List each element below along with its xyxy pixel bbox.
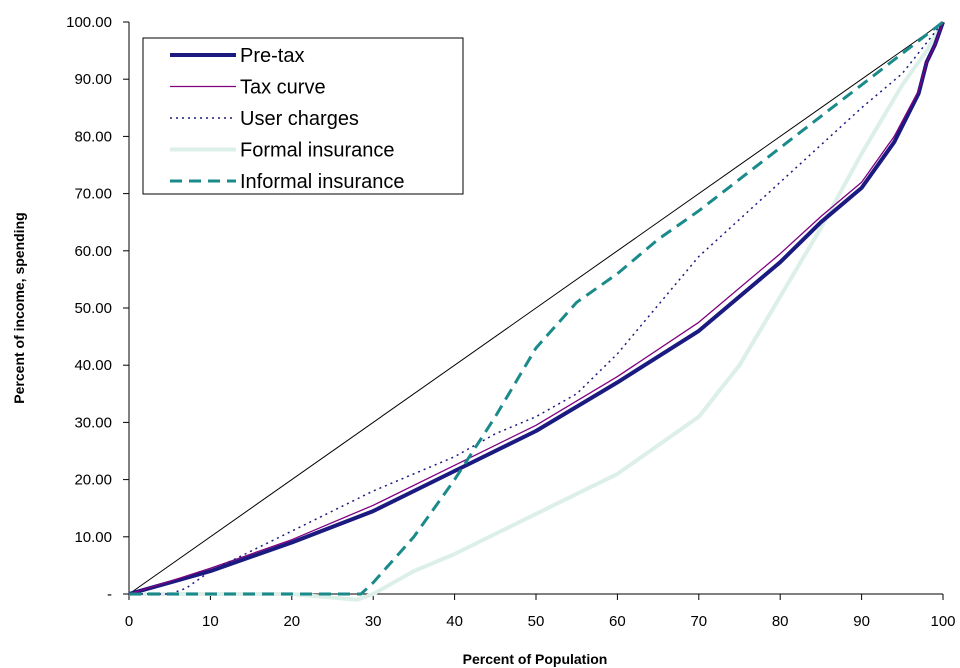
- y-tick-label: 70.00: [74, 186, 112, 203]
- x-tick-label: 100: [930, 613, 955, 630]
- y-axis-ticks: - 10.00 20.00 30.00 40.00 50.00 60.00 70.00 80.0…: [66, 14, 129, 603]
- x-tick-label: 10: [202, 613, 219, 630]
- series-line-formal-insurance: [129, 21, 945, 602]
- y-tick-label: 40.00: [74, 357, 112, 374]
- series-line-user-charges: [129, 21, 944, 595]
- y-tick-label: -: [107, 586, 112, 603]
- y-tick-label: 90.00: [74, 71, 112, 88]
- y-tick-label: 100.00: [66, 14, 112, 31]
- legend-label: Informal insurance: [240, 171, 405, 193]
- legend-box: [142, 37, 464, 195]
- series-line-tax-curve: [128, 21, 944, 595]
- x-tick-label: 40: [446, 613, 463, 630]
- x-tick-label: 0: [125, 613, 133, 630]
- x-tick-label: 90: [853, 613, 870, 630]
- y-tick-label: 50.00: [74, 300, 112, 317]
- legend: Pre-tax Tax curve User charges Formal insur…: [142, 37, 464, 195]
- legend-label: Formal insurance: [240, 140, 395, 162]
- x-tick-label: 60: [609, 613, 626, 630]
- equality-line: [128, 21, 944, 595]
- series-line-informal-insurance: [129, 20, 944, 596]
- x-tick-label: 50: [528, 613, 545, 630]
- x-axis-ticks: 0 10 20 30 40 50 60 70 80 90 100: [125, 594, 956, 630]
- y-tick-label: 80.00: [74, 128, 112, 145]
- y-tick-label: 20.00: [74, 472, 112, 489]
- series-layer: [128, 20, 945, 602]
- x-tick-label: 20: [283, 613, 300, 630]
- legend-label: User charges: [240, 108, 359, 130]
- x-tick-label: 70: [690, 613, 707, 630]
- y-tick-label: 10.00: [74, 529, 112, 546]
- legend-label: Pre-tax: [240, 45, 304, 67]
- legend-label: Tax curve: [240, 77, 326, 99]
- y-axis-title: Percent of income, spending: [11, 212, 27, 403]
- y-tick-label: 30.00: [74, 414, 112, 431]
- x-axis-title: Percent of Population: [463, 651, 608, 667]
- y-tick-label: 60.00: [74, 243, 112, 260]
- x-tick-label: 30: [365, 613, 382, 630]
- x-tick-label: 80: [772, 613, 789, 630]
